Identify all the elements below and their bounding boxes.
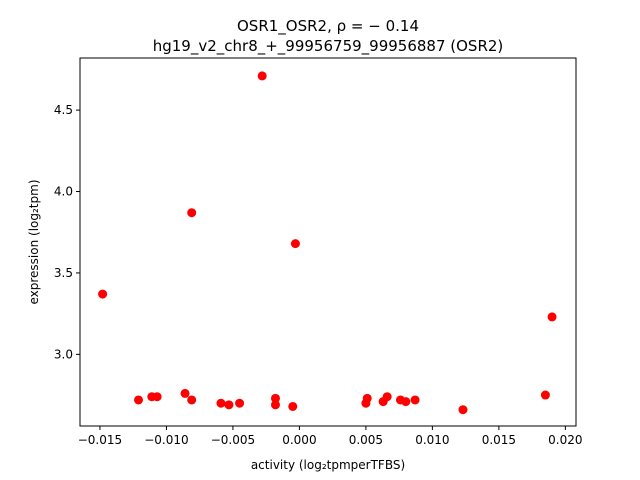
data-point	[224, 400, 234, 410]
y-tick-label: 4.0	[54, 185, 73, 199]
data-point	[187, 208, 197, 218]
chart-title-line2: hg19_v2_chr8_+_99956759_99956887 (OSR2)	[153, 37, 504, 56]
data-point	[216, 398, 226, 408]
data-point	[152, 392, 162, 402]
data-point	[382, 392, 392, 402]
data-point	[410, 395, 420, 405]
plot-frame	[79, 57, 577, 427]
x-tick-label: 0.010	[415, 433, 449, 447]
data-point	[290, 239, 300, 249]
y-axis-label: expression (log₂tpm)	[27, 179, 41, 304]
data-point	[270, 400, 280, 410]
x-tick-label: 0.015	[482, 433, 516, 447]
data-point	[270, 393, 280, 403]
x-tick-label: 0.020	[548, 433, 582, 447]
data-point	[540, 390, 550, 400]
x-tick-label: −0.015	[78, 433, 122, 447]
data-point	[180, 388, 190, 398]
x-tick-label: −0.005	[211, 433, 255, 447]
chart-title-line1: OSR1_OSR2, ρ = − 0.14	[237, 17, 419, 36]
x-tick-label: 0.000	[282, 433, 316, 447]
data-point	[98, 289, 108, 299]
x-tick-label: −0.010	[144, 433, 188, 447]
data-point	[362, 393, 372, 403]
y-tick-label: 3.0	[54, 347, 73, 361]
data-point	[401, 397, 411, 407]
x-axis: −0.015 −0.010 −0.005 0.000 0.005 0.010 0.015 0.…	[78, 426, 583, 447]
plot-area: −0.015 −0.010 −0.005 0.000 0.005 0.010 0.015 0.…	[54, 57, 583, 447]
data-point	[458, 405, 468, 415]
points-layer	[98, 71, 557, 415]
x-axis-label: activity (log₂tpmperTFBS)	[251, 458, 405, 472]
data-point	[134, 395, 144, 405]
y-tick-label: 4.5	[54, 103, 73, 117]
x-tick-label: 0.005	[349, 433, 383, 447]
y-axis: 3.0 3.5 4.0 4.5	[54, 103, 80, 361]
y-tick-label: 3.5	[54, 266, 73, 280]
data-point	[257, 71, 267, 81]
data-point	[187, 395, 197, 405]
data-point	[235, 398, 245, 408]
data-point	[547, 312, 557, 322]
data-point	[288, 401, 298, 411]
